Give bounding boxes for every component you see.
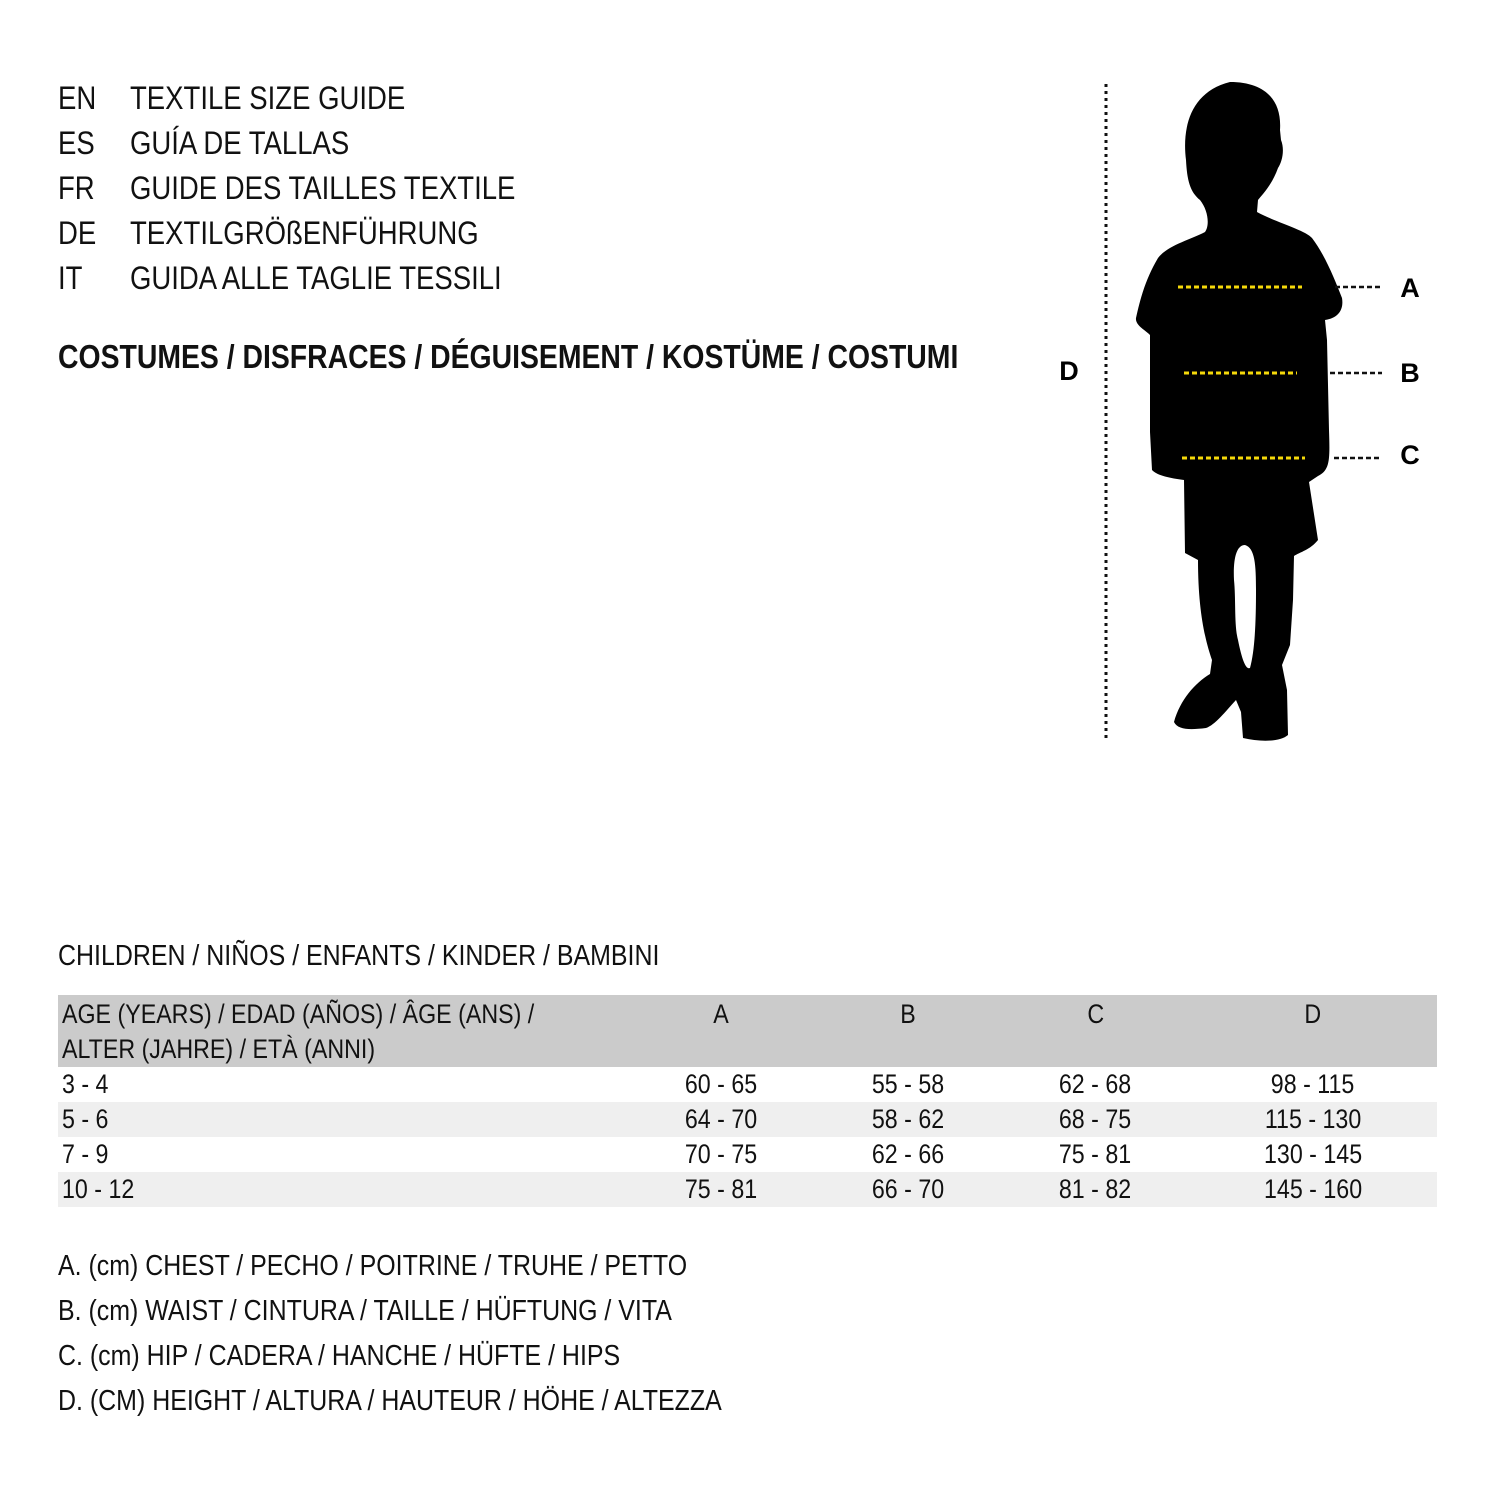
title-text: TEXTILGRÖßENFÜHRUNG (130, 215, 479, 251)
label-c: C (1400, 440, 1420, 470)
size-cell: 81 - 82 (1002, 1172, 1189, 1207)
label-d: D (1059, 356, 1079, 386)
cell-text: 75 - 81 (1059, 1139, 1132, 1169)
col-label: C (1087, 999, 1104, 1029)
cell-text: 10 - 12 (62, 1174, 135, 1204)
cell-text: 55 - 58 (872, 1069, 945, 1099)
lang-code: EN (58, 80, 97, 116)
legend-d: D. (CM) HEIGHT / ALTURA / HAUTEUR / HÖHE… (58, 1385, 830, 1418)
title-text: GUIDE DES TAILLES TEXTILE (130, 170, 516, 206)
cell-text: 98 - 115 (1271, 1069, 1355, 1099)
table-row: 7 - 9 70 - 75 62 - 66 75 - 81 130 - 145 (58, 1137, 1437, 1172)
legend-c: C. (cm) HIP / CADERA / HANCHE / HÜFTE / … (58, 1340, 712, 1373)
title-text: GUIDA ALLE TAGLIE TESSILI (130, 260, 502, 296)
size-table: AGE (YEARS) / EDAD (AÑOS) / ÂGE (ANS) / A… (58, 995, 1437, 1207)
age-header-line2: ALTER (JAHRE) / ETÀ (ANNI) (62, 1034, 376, 1064)
section-title-text: CHILDREN / NIÑOS / ENFANTS / KINDER / BA… (58, 940, 660, 972)
legend-text: B. (cm) WAIST / CINTURA / TAILLE / HÜFTU… (58, 1295, 672, 1327)
size-cell: 55 - 58 (815, 1067, 1002, 1102)
cell-text: 60 - 65 (685, 1069, 758, 1099)
cell-text: 62 - 68 (1059, 1069, 1132, 1099)
subtitle: COSTUMES / DISFRACES / DÉGUISEMENT / KOS… (58, 338, 1105, 376)
size-cell: 68 - 75 (1002, 1102, 1189, 1137)
size-cell: 75 - 81 (628, 1172, 815, 1207)
col-d-header: D (1189, 995, 1437, 1067)
legend-text: D. (CM) HEIGHT / ALTURA / HAUTEUR / HÖHE… (58, 1385, 722, 1417)
age-cell: 7 - 9 (58, 1137, 628, 1172)
legend-text: C. (cm) HIP / CADERA / HANCHE / HÜFTE / … (58, 1340, 621, 1372)
size-cell: 70 - 75 (628, 1137, 815, 1172)
table-row: 5 - 6 64 - 70 58 - 62 68 - 75 115 - 130 (58, 1102, 1437, 1137)
label-b: B (1400, 358, 1420, 388)
cell-text: 115 - 130 (1264, 1104, 1362, 1134)
cell-text: 68 - 75 (1059, 1104, 1132, 1134)
size-cell: 66 - 70 (815, 1172, 1002, 1207)
silhouette-icon (1135, 82, 1343, 741)
age-cell: 10 - 12 (58, 1172, 628, 1207)
size-cell: 145 - 160 (1189, 1172, 1437, 1207)
label-a: A (1400, 273, 1420, 303)
size-cell: 130 - 145 (1189, 1137, 1437, 1172)
cell-text: 3 - 4 (62, 1069, 109, 1099)
cell-text: 75 - 81 (685, 1174, 758, 1204)
cell-text: 5 - 6 (62, 1104, 109, 1134)
size-cell: 62 - 66 (815, 1137, 1002, 1172)
lang-code: IT (58, 260, 83, 296)
size-cell: 115 - 130 (1189, 1102, 1437, 1137)
cell-text: 81 - 82 (1059, 1174, 1132, 1204)
table-row: 10 - 12 75 - 81 66 - 70 81 - 82 145 - 160 (58, 1172, 1437, 1207)
col-label: D (1304, 999, 1322, 1029)
legend-text: A. (cm) CHEST / PECHO / POITRINE / TRUHE… (58, 1250, 688, 1282)
cell-text: 62 - 66 (872, 1139, 945, 1169)
lang-code: FR (58, 170, 95, 206)
child-silhouette-figure: D A B C (1059, 82, 1420, 742)
cell-text: 58 - 62 (872, 1104, 945, 1134)
col-c-header: C (1002, 995, 1189, 1067)
subtitle-text: COSTUMES / DISFRACES / DÉGUISEMENT / KOS… (58, 338, 959, 375)
cell-text: 64 - 70 (685, 1104, 758, 1134)
legend-b: B. (cm) WAIST / CINTURA / TAILLE / HÜFTU… (58, 1295, 772, 1328)
size-cell: 98 - 115 (1189, 1067, 1437, 1102)
size-cell: 58 - 62 (815, 1102, 1002, 1137)
table-header-row: AGE (YEARS) / EDAD (AÑOS) / ÂGE (ANS) / A… (58, 995, 1437, 1067)
age-header-line1: AGE (YEARS) / EDAD (AÑOS) / ÂGE (ANS) / (62, 999, 535, 1029)
cell-text: 130 - 145 (1263, 1139, 1363, 1169)
col-a-header: A (628, 995, 815, 1067)
title-text: GUÍA DE TALLAS (130, 125, 350, 161)
cell-text: 70 - 75 (685, 1139, 758, 1169)
col-b-header: B (815, 995, 1002, 1067)
cell-text: 145 - 160 (1263, 1174, 1363, 1204)
size-cell: 64 - 70 (628, 1102, 815, 1137)
lang-code: DE (58, 215, 97, 251)
size-cell: 60 - 65 (628, 1067, 815, 1102)
size-cell: 75 - 81 (1002, 1137, 1189, 1172)
col-label: B (900, 999, 917, 1029)
section-title: CHILDREN / NIÑOS / ENFANTS / KINDER / BA… (58, 940, 757, 973)
col-label: A (713, 999, 730, 1029)
legend-a: A. (cm) CHEST / PECHO / POITRINE / TRUHE… (58, 1250, 790, 1283)
cell-text: 66 - 70 (872, 1174, 945, 1204)
table-row: 3 - 4 60 - 65 55 - 58 62 - 68 98 - 115 (58, 1067, 1437, 1102)
cell-text: 7 - 9 (62, 1139, 109, 1169)
lang-code: ES (58, 125, 95, 161)
size-cell: 62 - 68 (1002, 1067, 1189, 1102)
age-header: AGE (YEARS) / EDAD (AÑOS) / ÂGE (ANS) / A… (58, 995, 628, 1067)
age-cell: 3 - 4 (58, 1067, 628, 1102)
age-cell: 5 - 6 (58, 1102, 628, 1137)
title-text: TEXTILE SIZE GUIDE (130, 80, 406, 116)
